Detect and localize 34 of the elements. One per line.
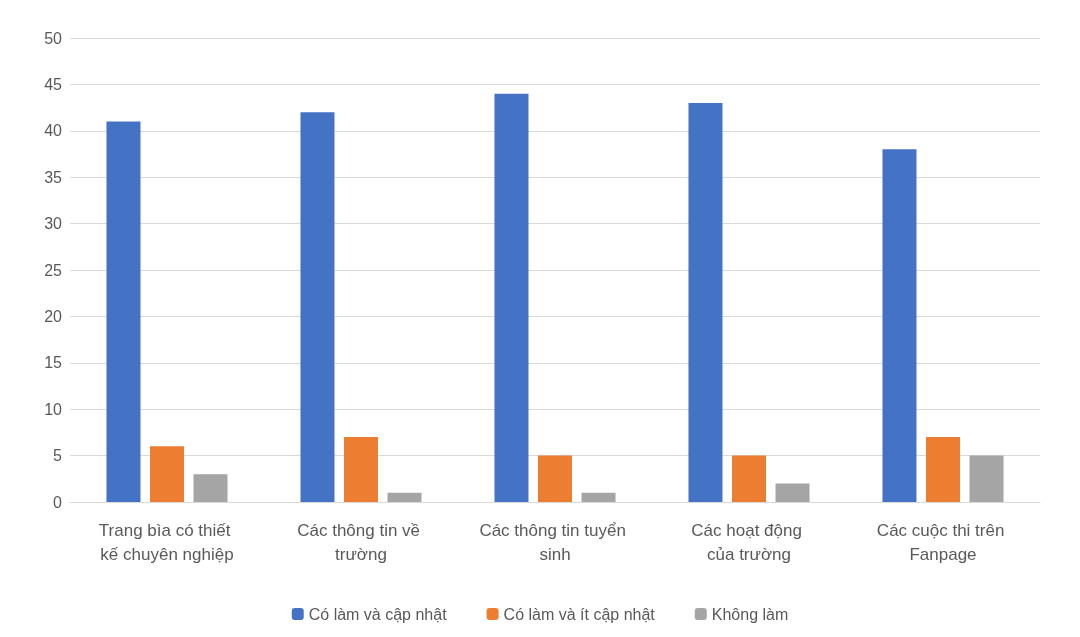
y-tick-label: 0 — [53, 493, 63, 511]
bar — [688, 102, 723, 502]
bar — [969, 455, 1004, 502]
y-tick-label: 15 — [44, 354, 63, 372]
bar — [494, 93, 529, 502]
bar — [775, 483, 810, 502]
bar — [300, 112, 335, 502]
legend-label: Có làm và ít cập nhật — [503, 605, 656, 623]
y-tick-label: 30 — [44, 215, 63, 233]
y-tick-label: 5 — [53, 447, 63, 465]
x-tick-label: Các hoạt động của trường — [691, 520, 807, 564]
x-tick-label: Các thông tin tuyển sinh — [479, 520, 631, 564]
bar — [344, 437, 378, 502]
legend-label: Có làm và cập nhật — [308, 605, 448, 623]
bar — [882, 149, 917, 502]
y-tick-label: 10 — [44, 400, 63, 418]
bar — [732, 455, 766, 502]
bar — [106, 121, 141, 502]
x-tick-label: Các thông tin về trường — [297, 520, 425, 564]
bar — [581, 492, 616, 502]
y-tick-label: 20 — [44, 307, 63, 325]
y-tick-label: 45 — [44, 75, 63, 93]
bar — [538, 455, 572, 502]
y-tick-label: 50 — [44, 29, 63, 47]
bar — [150, 446, 184, 502]
y-tick-label: 25 — [44, 261, 63, 279]
y-tick-label: 35 — [44, 168, 63, 186]
bar — [926, 437, 960, 502]
bar — [193, 474, 228, 502]
legend-label: Không làm — [711, 605, 789, 623]
y-tick-label: 40 — [44, 122, 63, 140]
bar — [387, 492, 422, 502]
x-tick-label: Trang bìa có thiết kế chuyên nghiệp — [98, 520, 236, 564]
x-tick-label: Các cuộc thi trên Fanpage — [876, 520, 1010, 564]
